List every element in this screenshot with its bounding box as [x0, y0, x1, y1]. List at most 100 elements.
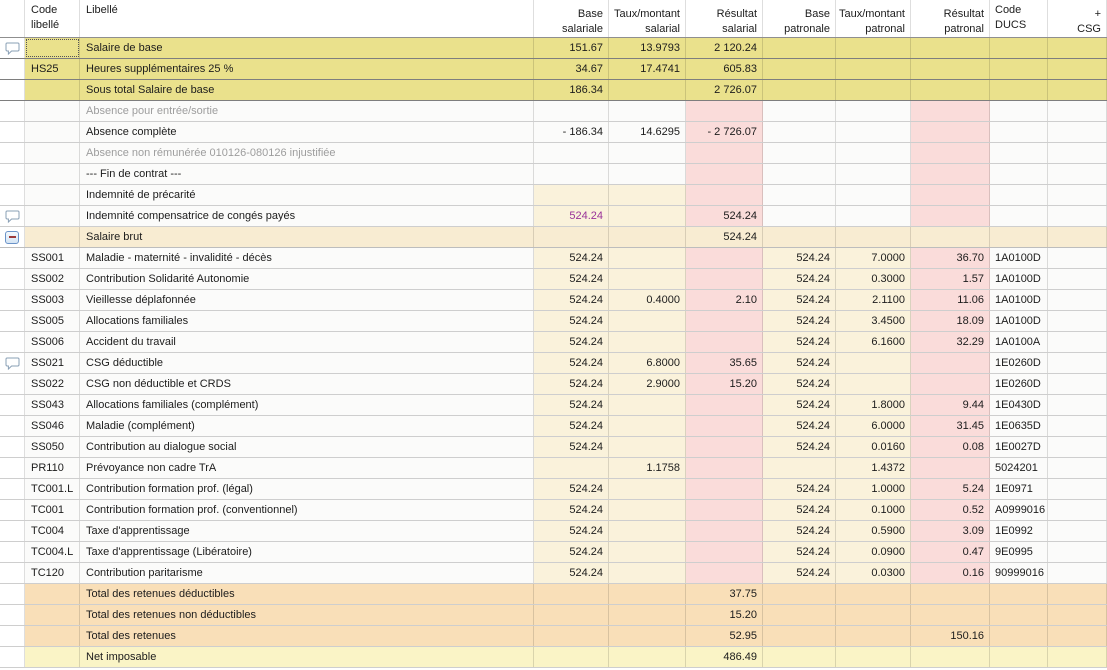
cell-res_sal[interactable]: 2 120.24	[686, 38, 763, 58]
cell-base_pat[interactable]: 524.24	[763, 479, 836, 499]
cell-res_pat[interactable]: 0.16	[911, 563, 990, 583]
cell-res_pat[interactable]: 0.47	[911, 542, 990, 562]
collapse-minus-button[interactable]	[5, 231, 19, 244]
cell-res_pat[interactable]: 36.70	[911, 248, 990, 268]
cell-csg[interactable]	[1048, 101, 1107, 121]
cell-taux_pat[interactable]	[836, 164, 911, 184]
cell-libelle[interactable]: Vieillesse déplafonnée	[80, 290, 534, 310]
cell-base_pat[interactable]: 524.24	[763, 269, 836, 289]
cell-csg[interactable]	[1048, 437, 1107, 457]
cell-taux_pat[interactable]	[836, 101, 911, 121]
cell-ducs[interactable]: 1E0635D	[990, 416, 1048, 436]
cell-taux_pat[interactable]: 1.8000	[836, 395, 911, 415]
cell-ducs[interactable]	[990, 122, 1048, 142]
cell-res_pat[interactable]	[911, 101, 990, 121]
cell-ducs[interactable]: 9E0995	[990, 542, 1048, 562]
cell-libelle[interactable]: Total des retenues	[80, 626, 534, 646]
cell-taux_sal[interactable]	[609, 542, 686, 562]
cell-base_pat[interactable]	[763, 122, 836, 142]
cell-taux_pat[interactable]	[836, 143, 911, 163]
cell-libelle[interactable]: CSG déductible	[80, 353, 534, 373]
cell-taux_pat[interactable]: 0.0300	[836, 563, 911, 583]
cell-res_pat[interactable]: 0.08	[911, 437, 990, 457]
cell-base_pat[interactable]	[763, 143, 836, 163]
cell-csg[interactable]	[1048, 353, 1107, 373]
cell-base_sal[interactable]: 524.24	[534, 290, 609, 310]
cell-taux_pat[interactable]	[836, 185, 911, 205]
cell-base_sal[interactable]: 524.24	[534, 374, 609, 394]
cell-taux_sal[interactable]	[609, 248, 686, 268]
cell-libelle[interactable]: Contribution formation prof. (légal)	[80, 479, 534, 499]
cell-taux_sal[interactable]: 13.9793	[609, 38, 686, 58]
cell-taux_pat[interactable]: 0.1000	[836, 500, 911, 520]
cell-res_pat[interactable]: 1.57	[911, 269, 990, 289]
cell-res_sal[interactable]: 2.10	[686, 290, 763, 310]
cell-csg[interactable]	[1048, 542, 1107, 562]
cell-code[interactable]: TC004	[25, 521, 80, 541]
cell-code[interactable]: TC001.L	[25, 479, 80, 499]
cell-base_sal[interactable]: 524.24	[534, 500, 609, 520]
cell-csg[interactable]	[1048, 584, 1107, 604]
cell-taux_sal[interactable]	[609, 521, 686, 541]
cell-libelle[interactable]: Total des retenues non déductibles	[80, 605, 534, 625]
cell-csg[interactable]	[1048, 59, 1107, 79]
cell-taux_sal[interactable]	[609, 647, 686, 667]
cell-code[interactable]: SS050	[25, 437, 80, 457]
cell-code[interactable]: SS003	[25, 290, 80, 310]
cell-base_pat[interactable]	[763, 584, 836, 604]
cell-code[interactable]	[25, 101, 80, 121]
cell-res_sal[interactable]: 524.24	[686, 227, 763, 247]
cell-ducs[interactable]	[990, 605, 1048, 625]
cell-res_sal[interactable]	[686, 458, 763, 478]
cell-base_pat[interactable]	[763, 185, 836, 205]
cell-ducs[interactable]	[990, 80, 1048, 100]
cell-code[interactable]: SS006	[25, 332, 80, 352]
cell-taux_pat[interactable]: 2.1100	[836, 290, 911, 310]
cell-ducs[interactable]: 1E0971	[990, 479, 1048, 499]
cell-libelle[interactable]: Maladie - maternité - invalidité - décès	[80, 248, 534, 268]
cell-csg[interactable]	[1048, 185, 1107, 205]
cell-res_pat[interactable]	[911, 164, 990, 184]
cell-taux_sal[interactable]	[609, 101, 686, 121]
cell-res_pat[interactable]	[911, 143, 990, 163]
cell-res_pat[interactable]: 3.09	[911, 521, 990, 541]
cell-ducs[interactable]: 1A0100D	[990, 269, 1048, 289]
comment-bubble-icon[interactable]	[0, 38, 25, 58]
cell-base_sal[interactable]: 524.24	[534, 542, 609, 562]
cell-base_sal[interactable]: 524.24	[534, 563, 609, 583]
cell-taux_sal[interactable]	[609, 626, 686, 646]
cell-code[interactable]: SS005	[25, 311, 80, 331]
cell-taux_pat[interactable]: 6.1600	[836, 332, 911, 352]
cell-res_pat[interactable]	[911, 227, 990, 247]
cell-csg[interactable]	[1048, 563, 1107, 583]
cell-csg[interactable]	[1048, 626, 1107, 646]
cell-csg[interactable]	[1048, 122, 1107, 142]
cell-ducs[interactable]	[990, 647, 1048, 667]
cell-res_pat[interactable]	[911, 353, 990, 373]
cell-code[interactable]: SS002	[25, 269, 80, 289]
cell-ducs[interactable]	[990, 38, 1048, 58]
cell-libelle[interactable]: Indemnité compensatrice de congés payés	[80, 206, 534, 226]
cell-res_sal[interactable]	[686, 500, 763, 520]
cell-taux_sal[interactable]: 0.4000	[609, 290, 686, 310]
cell-taux_pat[interactable]: 0.0900	[836, 542, 911, 562]
cell-libelle[interactable]: Total des retenues déductibles	[80, 584, 534, 604]
cell-csg[interactable]	[1048, 374, 1107, 394]
cell-res_sal[interactable]: 605.83	[686, 59, 763, 79]
cell-libelle[interactable]: Allocations familiales (complément)	[80, 395, 534, 415]
cell-taux_sal[interactable]	[609, 437, 686, 457]
cell-code[interactable]: SS022	[25, 374, 80, 394]
cell-taux_sal[interactable]	[609, 206, 686, 226]
cell-res_sal[interactable]	[686, 185, 763, 205]
cell-taux_sal[interactable]	[609, 80, 686, 100]
cell-libelle[interactable]: Taxe d'apprentissage	[80, 521, 534, 541]
cell-res_pat[interactable]: 0.52	[911, 500, 990, 520]
cell-base_sal[interactable]	[534, 164, 609, 184]
cell-res_sal[interactable]	[686, 479, 763, 499]
cell-libelle[interactable]: --- Fin de contrat ---	[80, 164, 534, 184]
cell-ducs[interactable]	[990, 626, 1048, 646]
cell-taux_sal[interactable]	[609, 605, 686, 625]
cell-libelle[interactable]: CSG non déductible et CRDS	[80, 374, 534, 394]
cell-code[interactable]	[25, 143, 80, 163]
cell-base_sal[interactable]	[534, 626, 609, 646]
